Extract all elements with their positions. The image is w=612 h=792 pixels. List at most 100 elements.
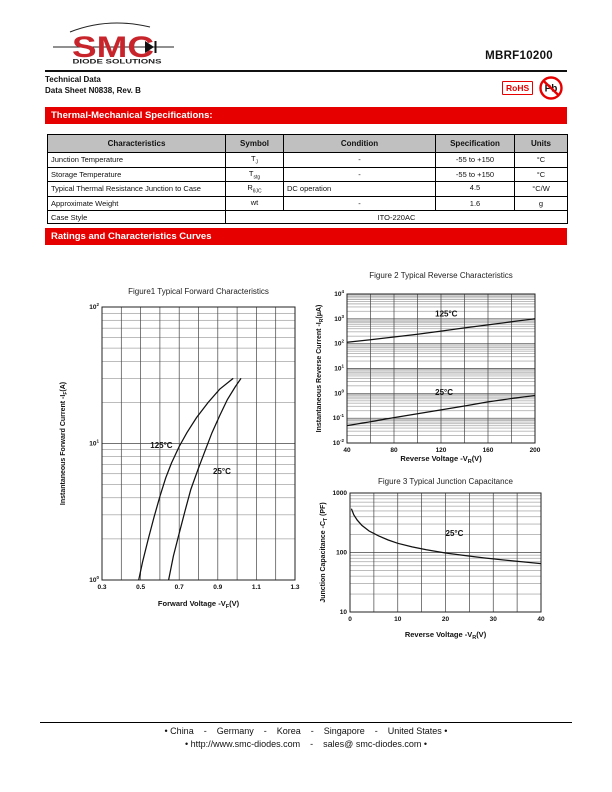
svg-text:10-2: 10-2 bbox=[333, 438, 345, 447]
svg-text:120: 120 bbox=[436, 447, 447, 454]
footer-regions: • China - Germany - Korea - Singapore - … bbox=[164, 726, 448, 736]
part-number: MBRF10200 bbox=[485, 50, 553, 62]
svg-text:Figure 3 Typical Junction Capa: Figure 3 Typical Junction Capacitance bbox=[378, 477, 514, 486]
cell-characteristics: Storage Temperature bbox=[47, 166, 226, 182]
svg-text:1.1: 1.1 bbox=[252, 584, 261, 591]
header-rule bbox=[45, 70, 567, 73]
svg-text:20: 20 bbox=[442, 616, 450, 623]
symbol-base: T bbox=[250, 154, 256, 163]
cell-characteristics: Case Style bbox=[47, 210, 226, 224]
svg-text:102: 102 bbox=[89, 302, 99, 311]
svg-text:Instantaneous Forward Current: Instantaneous Forward Current -IF(A) bbox=[60, 382, 69, 505]
svg-text:Instantaneous Reverse Current: Instantaneous Reverse Current -IR(μA) bbox=[316, 305, 325, 433]
cell-condition: - bbox=[283, 152, 436, 168]
logo-tagline: DIODE SOLUTIONS bbox=[73, 59, 163, 66]
svg-text:Junction Capacitance -CT (PF): Junction Capacitance -CT (PF) bbox=[320, 502, 329, 602]
svg-text:103: 103 bbox=[334, 314, 344, 323]
svg-text:104: 104 bbox=[334, 289, 344, 298]
cell-specification: 1.6 bbox=[435, 195, 515, 211]
symbol-sub: stg bbox=[253, 174, 261, 180]
symbol-base: wt bbox=[250, 197, 259, 207]
cell-symbol: RθJC bbox=[225, 181, 284, 197]
cell-units: °C bbox=[514, 166, 568, 182]
table-row: Junction Temperature TJ - -55 to +150 °C bbox=[47, 152, 568, 168]
doc-title: Technical Data bbox=[45, 75, 101, 84]
svg-text:0.5: 0.5 bbox=[136, 584, 145, 591]
ratings-curves-banner: Ratings and Characteristics Curves bbox=[45, 228, 567, 245]
svg-text:40: 40 bbox=[537, 616, 545, 623]
logo-arc bbox=[69, 22, 151, 33]
pb-free-badge: Pb bbox=[539, 76, 563, 100]
svg-text:125°C: 125°C bbox=[435, 309, 458, 318]
svg-text:101: 101 bbox=[89, 439, 99, 448]
svg-text:10: 10 bbox=[340, 609, 348, 616]
col-header-symbol: Symbol bbox=[225, 134, 284, 153]
cell-characteristics: Typical Thermal Resistance Junction to C… bbox=[47, 181, 226, 197]
svg-text:0.7: 0.7 bbox=[175, 584, 184, 591]
svg-text:100: 100 bbox=[334, 388, 344, 397]
figure2-reverse-characteristics-chart: 125°C 25°C 10-2 10-1 100 101 102 103 104 40 80 120 1… bbox=[300, 264, 592, 468]
svg-text:101: 101 bbox=[334, 364, 344, 373]
footer-contacts: • http://www.smc-diodes.com - sales@ smc… bbox=[184, 739, 427, 749]
cell-characteristics: Approximate Weight bbox=[47, 195, 226, 211]
cell-specification: -55 to +150 bbox=[435, 166, 515, 182]
doc-title-block: Technical Data Data Sheet N0838, Rev. B bbox=[45, 75, 141, 97]
table-header-row: Characteristics Symbol Condition Specifi… bbox=[47, 134, 568, 153]
table-row: Typical Thermal Resistance Junction to C… bbox=[47, 181, 568, 197]
svg-text:1000: 1000 bbox=[333, 490, 348, 497]
svg-text:80: 80 bbox=[390, 447, 398, 454]
smc-logo: SMC DIODE SOLUTIONS bbox=[53, 22, 174, 66]
svg-text:0: 0 bbox=[348, 616, 352, 623]
cell-case-style-value: ITO-220AC bbox=[225, 210, 568, 224]
svg-text:0.9: 0.9 bbox=[213, 584, 222, 591]
table-row: Approximate Weight wt - 1.6 g bbox=[47, 195, 568, 211]
svg-text:Forward Voltage -VF(V): Forward Voltage -VF(V) bbox=[158, 599, 240, 610]
pb-circle-icon bbox=[539, 76, 563, 100]
col-header-specification: Specification bbox=[435, 134, 515, 153]
svg-text:Figure 2 Typical Reverse Chara: Figure 2 Typical Reverse Characteristics bbox=[369, 271, 512, 280]
svg-text:Reverse Voltage -VR(V): Reverse Voltage -VR(V) bbox=[405, 630, 487, 641]
col-header-units: Units bbox=[514, 134, 568, 153]
symbol-sub: θJC bbox=[252, 188, 262, 195]
svg-text:10-1: 10-1 bbox=[333, 413, 345, 422]
col-header-condition: Condition bbox=[283, 134, 436, 153]
svg-text:25°C: 25°C bbox=[446, 529, 464, 538]
footer-rule bbox=[40, 722, 572, 724]
symbol-sub: J bbox=[255, 159, 259, 166]
svg-text:30: 30 bbox=[490, 616, 498, 623]
thermal-specs-banner: Thermal-Mechanical Specifications: bbox=[45, 107, 567, 124]
symbol-base: R bbox=[247, 183, 253, 192]
cell-condition: DC operation bbox=[283, 181, 436, 197]
svg-text:100: 100 bbox=[89, 575, 99, 584]
col-header-characteristics: Characteristics bbox=[47, 134, 226, 153]
symbol-base: T bbox=[248, 168, 254, 178]
cell-units: °C bbox=[514, 152, 568, 168]
svg-text:1.3: 1.3 bbox=[290, 584, 299, 591]
svg-text:Reverse Voltage -VR(V): Reverse Voltage -VR(V) bbox=[400, 454, 482, 465]
cell-characteristics: Junction Temperature bbox=[47, 152, 226, 168]
cell-units: °C/W bbox=[514, 181, 568, 197]
svg-text:100: 100 bbox=[336, 550, 347, 557]
figure3-junction-capacitance-chart: 25°C 10 100 1000 0 10 20 30 40 Figure 3 Typical J… bbox=[300, 469, 600, 645]
rohs-badge: RoHS bbox=[502, 81, 534, 95]
svg-text:10: 10 bbox=[394, 616, 402, 623]
cell-symbol: Tstg bbox=[225, 166, 284, 182]
svg-text:25°C: 25°C bbox=[213, 467, 231, 476]
svg-text:200: 200 bbox=[530, 447, 541, 454]
cell-specification: 4.5 bbox=[435, 181, 515, 197]
thermal-spec-table: Characteristics Symbol Condition Specifi… bbox=[47, 134, 568, 224]
table-row: Storage Temperature Tstg - -55 to +150 °… bbox=[47, 166, 568, 182]
svg-text:40: 40 bbox=[343, 447, 351, 454]
cell-specification: -55 to +150 bbox=[435, 152, 515, 168]
svg-text:125°C: 125°C bbox=[150, 441, 173, 450]
cell-units: g bbox=[514, 195, 568, 211]
svg-text:0.3: 0.3 bbox=[97, 584, 106, 591]
pb-slash-icon bbox=[542, 79, 560, 97]
svg-text:Figure1 Typical Forward Charac: Figure1 Typical Forward Characteristics bbox=[128, 287, 269, 296]
diode-symbol-icon bbox=[145, 41, 154, 53]
cell-condition: - bbox=[283, 195, 436, 211]
cell-symbol: TJ bbox=[225, 152, 284, 168]
table-row: Case Style ITO-220AC bbox=[47, 210, 568, 224]
svg-text:25°C: 25°C bbox=[435, 388, 453, 397]
